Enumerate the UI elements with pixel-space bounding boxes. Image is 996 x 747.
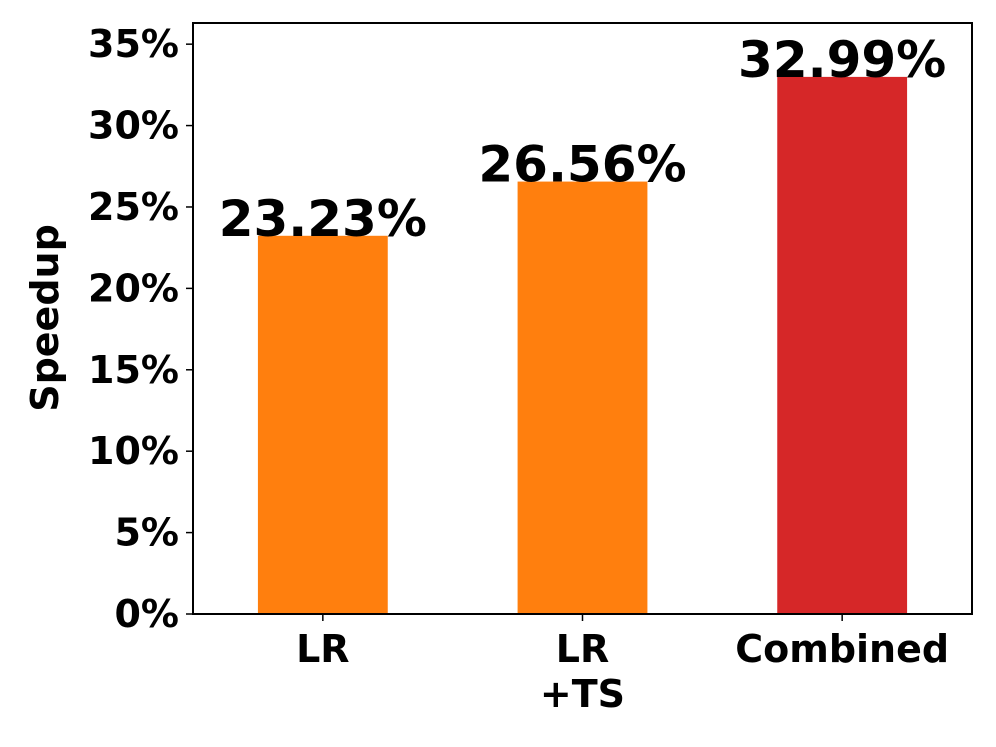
bar-0 [257, 235, 388, 615]
y-tick-label-5: 25% [88, 185, 179, 229]
y-tick-label-3: 15% [88, 348, 179, 392]
bars-group [257, 76, 908, 615]
data-labels-group: 23.23% 26.56% 32.99% [219, 31, 947, 248]
x-tick-label-2: Combined [735, 627, 949, 671]
x-tick-label-1-line-1: +TS [540, 672, 625, 716]
bar-1 [517, 181, 648, 615]
y-tick-label-4: 20% [88, 266, 179, 310]
y-tick-label-0: 0% [114, 592, 179, 636]
y-axis-label: Speedup [23, 224, 67, 412]
data-label-2: 32.99% [738, 31, 946, 89]
data-label-0: 23.23% [219, 190, 427, 248]
y-tick-label-7: 35% [88, 22, 179, 66]
y-tick-label-6: 30% [88, 104, 179, 148]
x-tick-label-1-line-0: LR [556, 627, 609, 671]
y-axis: 0% 5% 10% 15% 20% 25% 30% 35% [88, 22, 193, 636]
bar-2 [777, 76, 908, 615]
x-tick-label-0: LR [296, 627, 349, 671]
y-tick-label-1: 5% [114, 511, 179, 555]
y-tick-label-2: 10% [88, 429, 179, 473]
data-label-1: 26.56% [478, 136, 686, 194]
